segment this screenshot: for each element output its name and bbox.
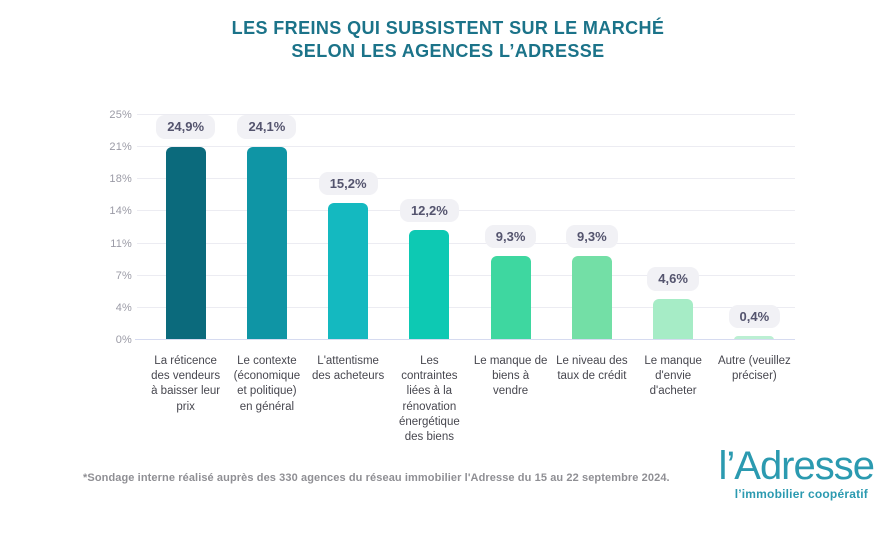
- y-tick-label: 14%: [109, 205, 132, 218]
- bar: [409, 230, 450, 340]
- bar: [246, 146, 287, 340]
- bar: [571, 256, 612, 340]
- y-tick-label: 21%: [109, 141, 132, 154]
- grid-line: [137, 242, 795, 244]
- grid-line: [137, 178, 795, 180]
- grid-line: [137, 146, 795, 148]
- y-tick-label: 4%: [115, 301, 132, 314]
- brand-logo: l’Adresse l’immobilier coopératif: [644, 444, 875, 501]
- grid-line: [137, 210, 795, 212]
- chart-title-line2: SELON LES AGENCES L’ADRESSE: [291, 41, 605, 61]
- bar: [653, 298, 694, 340]
- category-label: Les contraintes liées à la rénovation én…: [399, 355, 460, 443]
- bar-column: 12,2%: [389, 115, 470, 340]
- chart-title: LES FREINS QUI SUBSISTENT SUR LE MARCHÉ …: [0, 17, 896, 63]
- plot-area: 24,9% 24,1% 15,2% 12,2% 9,3% 9,3% 4,6% 0,4%: [135, 114, 795, 340]
- value-badge: 4,6%: [647, 267, 699, 291]
- bar: [328, 203, 369, 340]
- grid-line: [137, 114, 795, 115]
- bar-series: 24,9% 24,1% 15,2% 12,2% 9,3% 9,3% 4,6% 0,4%: [145, 115, 795, 340]
- value-badge: 9,3%: [484, 224, 537, 249]
- y-tick-label: 25%: [109, 109, 132, 121]
- category-label: Le niveau des taux de crédit: [556, 355, 628, 383]
- y-tick-label: 0%: [115, 334, 132, 346]
- bar-column: 24,9%: [145, 115, 226, 340]
- value-badge: 12,2%: [399, 198, 459, 223]
- x-axis-baseline: [135, 339, 795, 340]
- y-tick-label: 11%: [110, 237, 132, 250]
- bar: [490, 256, 531, 340]
- category-label: Le contexte (économique et politique) en…: [233, 355, 301, 413]
- bar-column: 0,4%: [714, 115, 795, 340]
- y-tick-label: 7%: [115, 269, 132, 282]
- value-badge: 0,4%: [728, 304, 781, 329]
- category-label: Autre (veuillez préciser): [717, 355, 791, 383]
- brand-logo-name: l’Adresse: [718, 444, 875, 488]
- bar-column: 15,2%: [308, 115, 389, 340]
- category-label: La réticence des vendeurs à baisser leur…: [151, 355, 221, 413]
- value-badge: 24,1%: [237, 115, 297, 139]
- footnote: *Sondage interne réalisé auprès des 330 …: [83, 472, 670, 484]
- bar-column: 9,3%: [470, 115, 551, 340]
- bar: [734, 336, 775, 340]
- grid-line: [137, 306, 795, 308]
- y-axis: 0% 4% 7% 11% 14% 18% 21% 25%: [58, 109, 132, 346]
- value-badge: 24,9%: [156, 115, 216, 139]
- brand-logo-tagline: l’immobilier coopératif: [734, 487, 868, 501]
- chart-title-line1: LES FREINS QUI SUBSISTENT SUR LE MARCHÉ: [231, 18, 665, 38]
- bar-column: 4,6%: [633, 115, 714, 340]
- bar-column: 9,3%: [551, 115, 632, 340]
- bar-column: 24,1%: [226, 115, 307, 340]
- x-axis-category-labels: La réticence des vendeurs à baisser leur…: [145, 354, 795, 445]
- y-tick-label: 18%: [109, 173, 132, 186]
- category-label: L'attentisme des acheteurs: [312, 355, 385, 383]
- category-label: Le manque de biens à vendre: [473, 355, 548, 398]
- value-badge: 9,3%: [566, 224, 618, 249]
- value-badge: 15,2%: [318, 171, 378, 196]
- category-label: Le manque d'envie d'acheter: [644, 355, 702, 398]
- grid-line: [137, 274, 795, 276]
- bar: [165, 146, 206, 340]
